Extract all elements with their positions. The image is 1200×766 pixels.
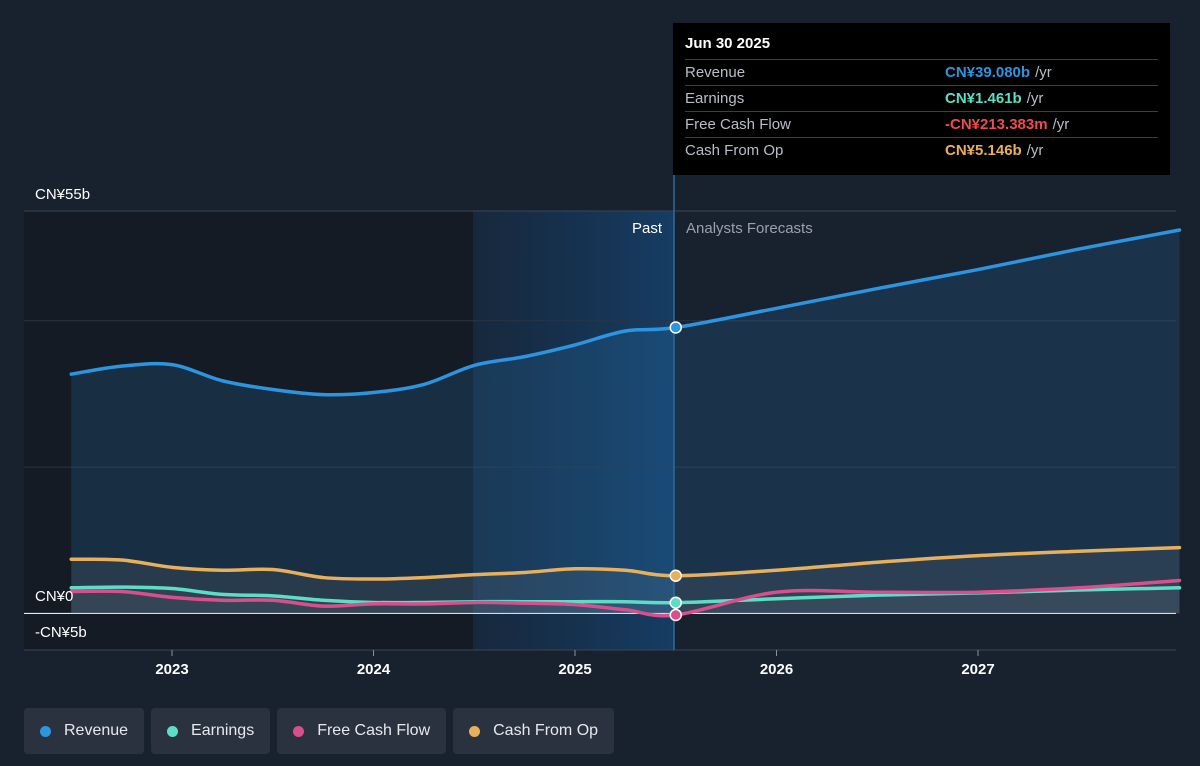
past-highlight-region [473, 211, 674, 650]
cash-from-op-marker [669, 569, 682, 583]
tooltip-row-label: Free Cash Flow [685, 116, 791, 133]
tooltip-row-value: CN¥5.146b [945, 142, 1022, 159]
legend-dot-icon [469, 725, 481, 737]
tooltip-row-label: Revenue [685, 64, 746, 81]
legend-item-cash-from-op[interactable]: Cash From Op [453, 708, 615, 754]
tooltip-row: Cash From Op CN¥5.146b/yr [685, 137, 1158, 163]
tooltip-row: Revenue CN¥39.080b/yr [685, 59, 1158, 85]
legend-dot-icon [293, 725, 305, 737]
legend-label: Cash From Op [493, 722, 599, 739]
free-cash-flow-line [69, 578, 1182, 618]
legend-dot-icon [40, 725, 51, 737]
y-tick-label-zero: CN¥0 [35, 588, 73, 605]
legend: Revenue Earnings Free Cash Flow Cash From O… [24, 708, 615, 754]
tooltip-row-value: -CN¥213.383m [945, 116, 1048, 133]
series-markers [669, 321, 682, 622]
cash-from-op-line [69, 545, 1182, 581]
y-tick-label-top: CN¥55b [35, 186, 90, 203]
tooltip-row: Free Cash Flow -CN¥213.383m/yr [685, 111, 1158, 137]
legend-label: Free Cash Flow [317, 722, 431, 739]
y-tick-label-bottom: -CN¥5b [35, 624, 87, 641]
free-cash-flow-marker [669, 608, 682, 622]
tooltip-row-unit: /yr [1052, 116, 1070, 133]
x-axis-ticks: 2023 2024 2025 2026 2027 [155, 650, 995, 678]
x-tick-label: 2024 [357, 661, 391, 678]
past-label: Past [632, 220, 663, 237]
cash-from-op-area [71, 547, 1180, 614]
x-tick-label: 2023 [155, 661, 188, 678]
tooltip-date: Jun 30 2025 [685, 35, 771, 52]
revenue-marker [669, 321, 682, 334]
legend-dot-icon [167, 725, 179, 737]
tooltip-row-unit: /yr [1026, 90, 1044, 107]
gridlines [24, 210, 1176, 651]
x-tick-label: 2025 [558, 661, 591, 678]
series-lines [69, 228, 1182, 618]
tooltip: Jun 30 2025 Revenue CN¥39.080b/yr Earnings… [673, 23, 1170, 175]
legend-item-free-cash-flow[interactable]: Free Cash Flow [277, 708, 447, 754]
tooltip-row-unit: /yr [1026, 142, 1044, 159]
legend-item-earnings[interactable]: Earnings [151, 708, 271, 754]
legend-item-revenue[interactable]: Revenue [24, 708, 145, 754]
tooltip-row-value: CN¥39.080b [945, 64, 1031, 81]
forecast-label: Analysts Forecasts [686, 220, 813, 237]
tooltip-row: Earnings CN¥1.461b/yr [685, 85, 1158, 111]
legend-label: Earnings [191, 722, 255, 739]
x-tick-label: 2026 [760, 661, 793, 678]
tooltip-row-label: Cash From Op [685, 142, 784, 159]
tooltip-row-unit: /yr [1035, 64, 1052, 81]
tooltip-row-value: CN¥1.461b [945, 90, 1022, 107]
earnings-marker [669, 596, 682, 609]
legend-label: Revenue [64, 722, 129, 739]
revenue-area [71, 230, 1180, 614]
revenue-line [69, 228, 1182, 397]
chart: CN¥55b CN¥0 -CN¥5b Past Analysts Forecas… [24, 175, 1182, 678]
x-tick-label: 2027 [961, 661, 994, 678]
tooltip-row-label: Earnings [685, 90, 745, 107]
